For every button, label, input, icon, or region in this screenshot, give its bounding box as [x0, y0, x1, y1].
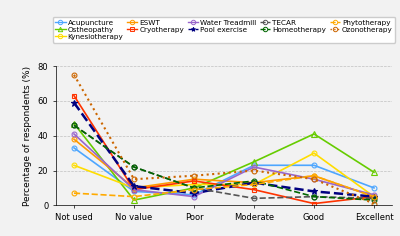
Y-axis label: Percentage of respondents (%): Percentage of respondents (%) — [23, 66, 32, 206]
Legend: Acupuncture, Ostheopathy, Kynesiotherapy, ESWT, Cryotherapy, Water Treadmill, Po: Acupuncture, Ostheopathy, Kynesiotherapy… — [52, 17, 396, 43]
